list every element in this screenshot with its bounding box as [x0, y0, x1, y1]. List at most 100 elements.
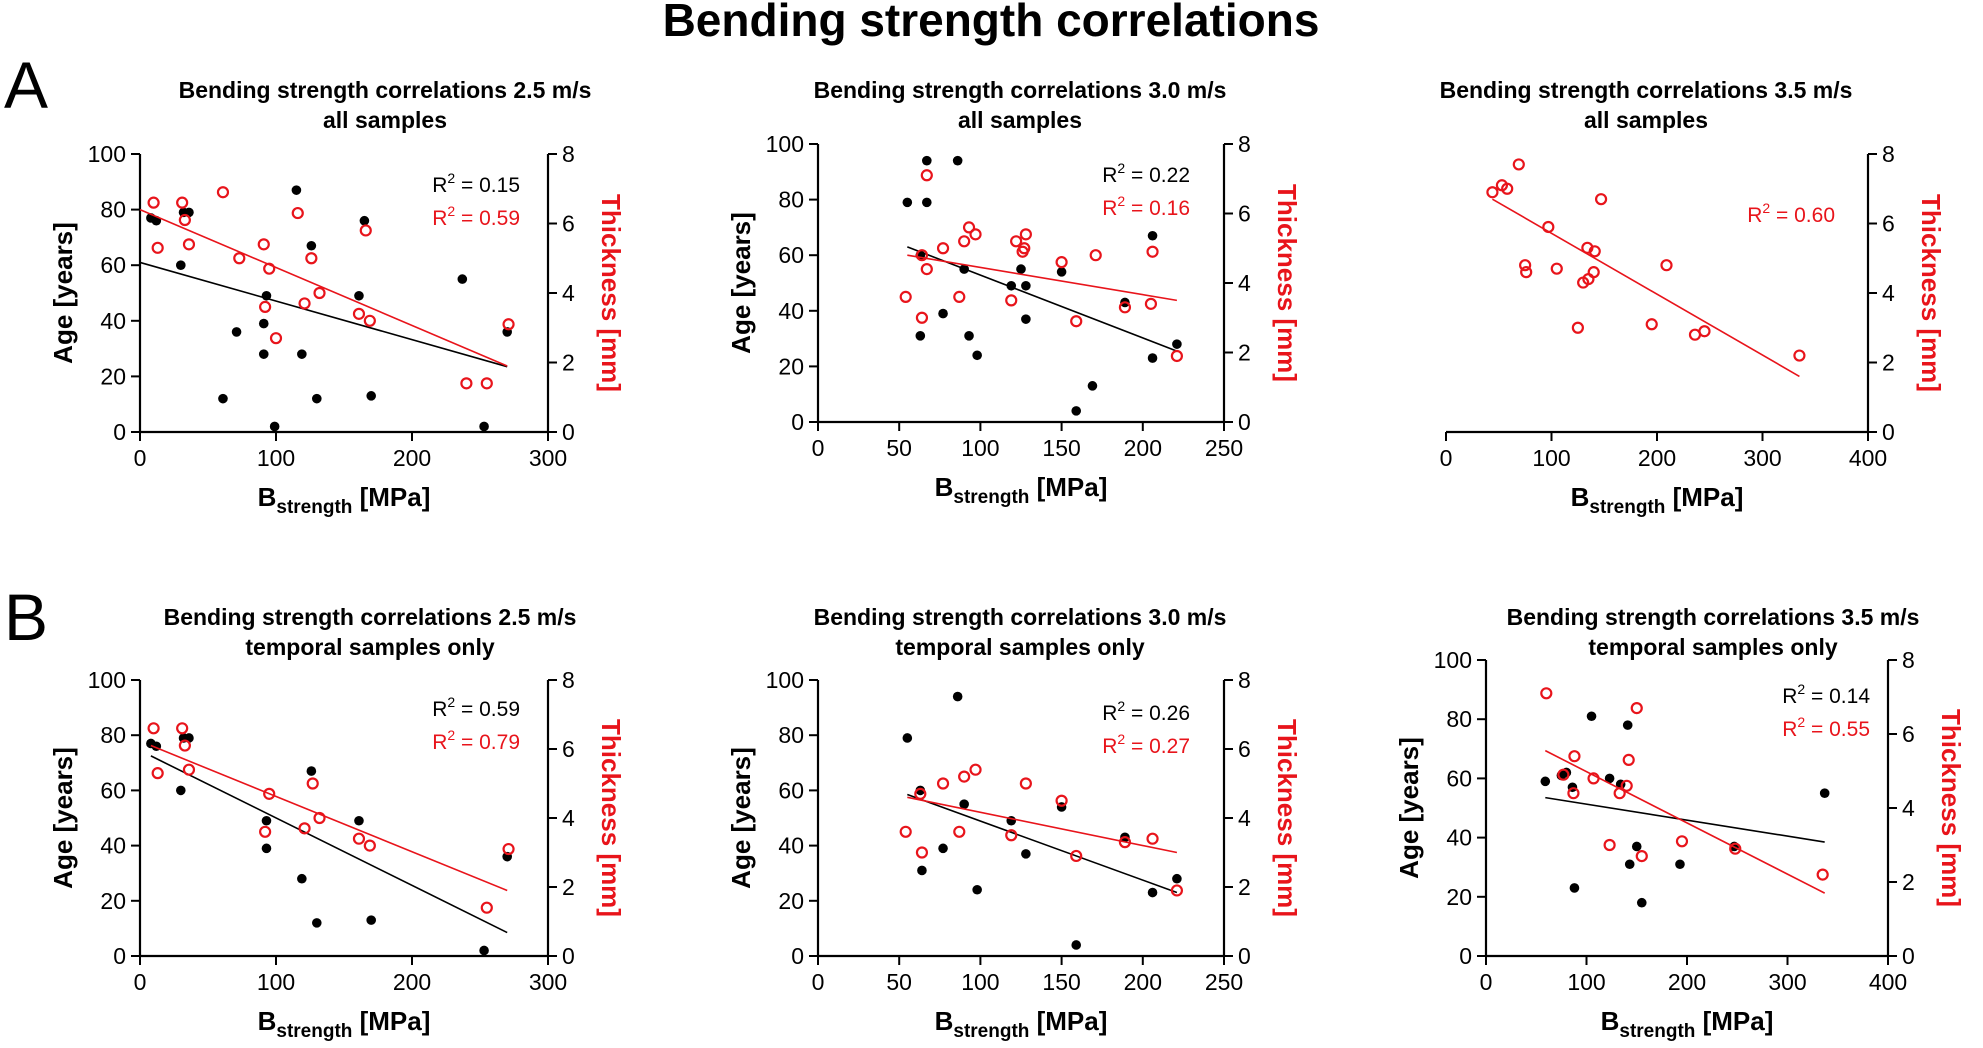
data-point-thickness — [1512, 158, 1525, 171]
data-point-thickness — [1630, 701, 1643, 715]
data-point-thickness — [1170, 884, 1184, 897]
data-point-thickness — [1146, 245, 1159, 258]
data-point-thickness — [298, 297, 311, 310]
data-point-thickness — [233, 252, 246, 265]
data-point-thickness — [1660, 259, 1673, 272]
right-y-tick-label: 6 — [1902, 721, 1915, 747]
data-point-thickness — [1622, 753, 1635, 767]
data-point-thickness — [313, 286, 326, 300]
x-tick-label: 300 — [1768, 969, 1806, 995]
r2-label-age: R2 = 0.14 — [1782, 681, 1870, 708]
right-y-tick-label: 2 — [1238, 340, 1251, 366]
right-y-axis-title: Thickness [mm] — [596, 719, 626, 917]
data-point-thickness — [915, 311, 929, 324]
data-point-thickness — [1635, 849, 1648, 863]
right-y-tick-label: 2 — [1882, 350, 1895, 376]
data-point-thickness — [1520, 266, 1533, 279]
data-point-age — [261, 290, 272, 301]
right-y-tick-label: 0 — [562, 943, 575, 969]
data-point-age — [1016, 264, 1026, 274]
right-y-tick-label: 0 — [1238, 943, 1251, 969]
left-y-tick-label: 60 — [100, 777, 126, 803]
right-y-tick-label: 4 — [562, 805, 575, 831]
x-tick-label: 100 — [257, 969, 295, 995]
chart-title-line-1: Bending strength correlations 3.0 m/s — [814, 604, 1227, 630]
data-point-thickness — [1089, 249, 1102, 262]
data-point-thickness — [920, 169, 933, 182]
data-point-thickness — [969, 763, 982, 776]
fit-line-thickness — [139, 208, 508, 367]
series-thickness — [1486, 158, 1806, 378]
left-y-tick-label: 0 — [791, 409, 804, 435]
left-y-tick-label: 20 — [778, 888, 804, 914]
fit-line-age — [150, 755, 508, 934]
data-point-thickness — [899, 825, 912, 838]
data-point-thickness — [953, 825, 966, 838]
x-tick-label: 150 — [1042, 969, 1080, 995]
data-point-age — [902, 197, 913, 208]
data-point-thickness — [176, 196, 189, 209]
x-axis-title: Bstrength [MPa] — [258, 482, 431, 518]
left-y-tick-label: 60 — [778, 777, 804, 803]
x-tick-label: 300 — [1743, 445, 1781, 471]
data-point-thickness — [298, 822, 311, 835]
right-y-tick-label: 2 — [562, 350, 575, 376]
data-point-thickness — [178, 739, 191, 752]
right-y-axis-title: Thickness [mm] — [1272, 184, 1302, 382]
data-point-age — [1071, 940, 1082, 950]
right-y-tick-label: 4 — [1882, 280, 1895, 306]
data-point-age — [218, 393, 228, 404]
left-y-tick-label: 60 — [100, 252, 126, 278]
x-tick-label: 200 — [1638, 445, 1676, 471]
r2-label-age: R2 = 0.26 — [1102, 698, 1190, 725]
x-tick-label: 0 — [134, 445, 147, 471]
right-y-tick-label: 8 — [1902, 647, 1915, 673]
data-point-age — [231, 327, 242, 337]
left-y-tick-label: 40 — [1446, 825, 1472, 851]
data-point-age — [1540, 776, 1551, 787]
data-point-age — [291, 185, 302, 195]
x-axis-title: Bstrength [MPa] — [1571, 482, 1744, 518]
x-tick-label: 100 — [1532, 445, 1570, 471]
data-point-age — [479, 421, 489, 432]
data-point-thickness — [182, 238, 196, 251]
right-y-tick-label: 4 — [1238, 805, 1251, 831]
r2-label-thickness: R2 = 0.55 — [1782, 714, 1870, 741]
r2-label-thickness: R2 = 0.59 — [432, 203, 520, 230]
data-point-thickness — [480, 901, 493, 914]
left-y-tick-label: 100 — [88, 141, 126, 167]
data-point-thickness — [269, 332, 283, 345]
x-axis-title: Bstrength [MPa] — [258, 1006, 431, 1042]
data-point-age — [269, 421, 280, 432]
x-axis-title: Bstrength [MPa] — [935, 1006, 1108, 1042]
data-point-age — [1636, 897, 1647, 908]
data-point-age — [261, 843, 272, 854]
chart-title-line-2: temporal samples only — [245, 634, 494, 660]
left-y-tick-label: 0 — [791, 943, 804, 969]
data-point-age — [354, 815, 364, 826]
data-point-age — [1172, 339, 1182, 349]
data-point-age — [1021, 314, 1031, 324]
data-point-thickness — [1645, 318, 1658, 331]
left-y-tick-label: 20 — [100, 888, 126, 914]
data-point-age — [312, 393, 322, 404]
chart-title-line-2: all samples — [1584, 107, 1708, 133]
data-point-age — [176, 260, 186, 271]
data-point-thickness — [182, 763, 196, 776]
data-point-thickness — [306, 777, 319, 790]
data-point-age — [479, 945, 489, 956]
right-y-axis-title: Thickness [mm] — [1936, 709, 1966, 907]
series-age — [1540, 711, 1830, 908]
data-point-thickness — [1519, 259, 1532, 272]
r2-label-thickness: R2 = 0.60 — [1747, 200, 1835, 227]
data-point-age — [297, 873, 307, 884]
x-tick-label: 100 — [257, 445, 295, 471]
data-point-thickness — [1698, 325, 1711, 338]
data-point-thickness — [257, 238, 270, 251]
r2-label-thickness: R2 = 0.79 — [432, 727, 520, 754]
data-point-thickness — [313, 811, 326, 825]
data-point-thickness — [263, 262, 276, 275]
data-point-thickness — [502, 318, 515, 331]
right-y-tick-label: 6 — [1238, 201, 1251, 227]
fit-line-age — [907, 793, 1178, 894]
